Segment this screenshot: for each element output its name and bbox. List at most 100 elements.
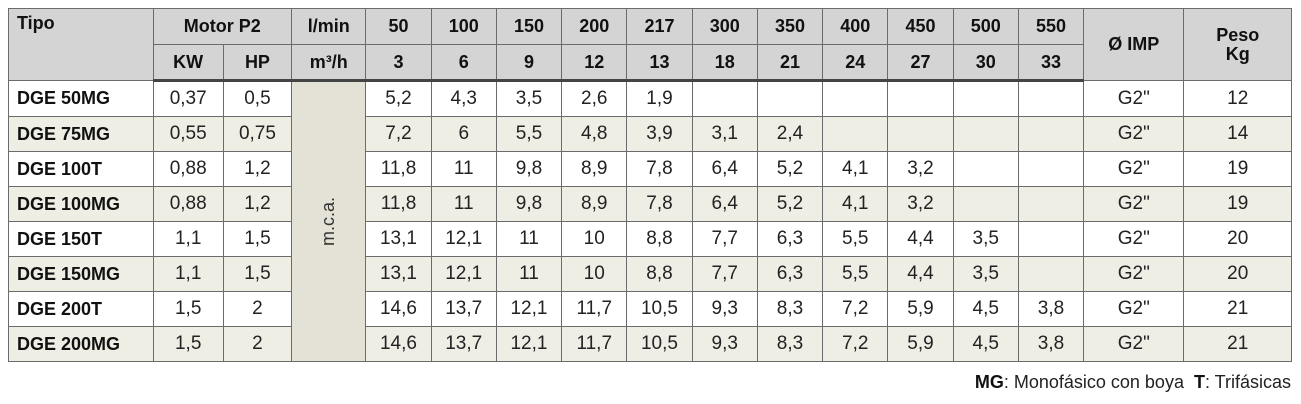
cell: 9,8 xyxy=(495,151,563,187)
cell: 7,7 xyxy=(691,221,758,257)
row: DGE 150MG 1,1 1,5 13,1 12,1 11 10 8,8 7,7 6,3 5,5 4… xyxy=(8,256,1292,292)
cell: 1,1 xyxy=(152,221,224,257)
row: DGE 150T 1,1 1,5 13,1 12,1 11 10 8,8 7,7 6,3 5,5 4,… xyxy=(8,221,1292,257)
cell: 3,8 xyxy=(1017,326,1085,362)
header-cell: 400 xyxy=(822,8,889,45)
header-cell: 24 xyxy=(822,44,889,82)
cell: 13,1 xyxy=(365,256,432,292)
cell: 20 xyxy=(1183,256,1292,292)
cell: DGE 200MG xyxy=(8,326,154,362)
header-cell: 13 xyxy=(626,44,693,82)
cell: 11,7 xyxy=(561,291,628,327)
cell: G2" xyxy=(1083,291,1185,327)
cell: 7,2 xyxy=(822,326,889,362)
empty-cell xyxy=(822,116,889,152)
header-cell: 9 xyxy=(495,44,563,82)
header-cell: 12 xyxy=(561,44,628,82)
header-cell: 300 xyxy=(691,8,758,45)
header-cell: 50 xyxy=(365,8,432,45)
header-cell: 200 xyxy=(561,8,628,45)
cell: 1,5 xyxy=(152,291,224,327)
cell: 5,5 xyxy=(822,221,889,257)
empty-cell xyxy=(952,151,1019,187)
empty-cell xyxy=(887,116,954,152)
cell: G2" xyxy=(1083,151,1185,187)
cell: 13,1 xyxy=(365,221,432,257)
cell: 8,8 xyxy=(626,256,693,292)
cell: 8,8 xyxy=(626,221,693,257)
cell: 12,1 xyxy=(495,326,563,362)
header-cell: 33 xyxy=(1017,44,1085,82)
cell: 7,2 xyxy=(822,291,889,327)
cell: 7,7 xyxy=(691,256,758,292)
cell: 5,5 xyxy=(495,116,563,152)
cell: 3,5 xyxy=(495,80,563,117)
cell: 4,5 xyxy=(952,291,1019,327)
cell: 13,7 xyxy=(430,326,497,362)
cell: DGE 150T xyxy=(8,221,154,257)
cell: 10 xyxy=(561,221,628,257)
empty-cell xyxy=(1017,80,1085,117)
cell: 8,9 xyxy=(561,151,628,187)
cell: 11 xyxy=(495,221,563,257)
cell: 0,75 xyxy=(222,116,293,152)
cell: 8,3 xyxy=(756,326,824,362)
empty-cell xyxy=(691,80,758,117)
header-cell: 27 xyxy=(887,44,954,82)
cell: 7,2 xyxy=(365,116,432,152)
header-cell: Ø IMP xyxy=(1083,8,1185,81)
header-cell: Motor P2 xyxy=(152,8,293,45)
cell: 14 xyxy=(1183,116,1292,152)
cell: 8,3 xyxy=(756,291,824,327)
header-cell: m³/h xyxy=(291,44,367,82)
cell: 4,1 xyxy=(822,151,889,187)
cell: 10 xyxy=(561,256,628,292)
legend-text: : Trifásicas xyxy=(1204,372,1291,392)
cell: 9,3 xyxy=(691,291,758,327)
cell: 4,8 xyxy=(561,116,628,152)
header-cell: l/min xyxy=(291,8,367,45)
legend-text: : Monofásico con boya xyxy=(1003,372,1184,392)
unit-label: m.c.a. xyxy=(318,196,339,246)
row: DGE 200MG 1,5 2 14,6 13,7 12,1 11,7 10,5 9,3 8,3 7… xyxy=(8,326,1292,362)
legend-key: MG xyxy=(974,372,1004,392)
cell: 20 xyxy=(1183,221,1292,257)
cell: 12,1 xyxy=(495,291,563,327)
cell: DGE 200T xyxy=(8,291,154,327)
cell: 11 xyxy=(430,151,497,187)
cell: 13,7 xyxy=(430,291,497,327)
cell: 5,2 xyxy=(756,186,824,222)
cell: 7,8 xyxy=(626,186,693,222)
cell: 11,7 xyxy=(561,326,628,362)
cell: 19 xyxy=(1183,186,1292,222)
cell: 5,9 xyxy=(887,326,954,362)
legend-key: T xyxy=(1193,372,1205,392)
cell: DGE 150MG xyxy=(8,256,154,292)
cell: DGE 100T xyxy=(8,151,154,187)
cell: 0,5 xyxy=(222,80,293,117)
cell: 11,8 xyxy=(365,186,432,222)
cell: 9,8 xyxy=(495,186,563,222)
empty-cell xyxy=(1017,151,1085,187)
cell: 1,1 xyxy=(152,256,224,292)
empty-cell xyxy=(822,80,889,117)
empty-cell xyxy=(1017,186,1085,222)
cell: 3,9 xyxy=(626,116,693,152)
cell: DGE 75MG xyxy=(8,116,154,152)
cell: 21 xyxy=(1183,291,1292,327)
header-cell: 150 xyxy=(495,8,563,45)
cell: 4,5 xyxy=(952,326,1019,362)
header-cell: HP xyxy=(222,44,293,82)
table-wrap: Tipo Motor P2 l/min 50 100 150 200 217 300 350 400… xyxy=(8,8,1292,362)
header-cell: 500 xyxy=(952,8,1019,45)
cell: 5,9 xyxy=(887,291,954,327)
cell: 12 xyxy=(1183,80,1292,117)
header-cell: 21 xyxy=(756,44,824,82)
cell: 6,4 xyxy=(691,151,758,187)
cell: 10,5 xyxy=(626,291,693,327)
cell: 1,2 xyxy=(222,151,293,187)
cell: 3,1 xyxy=(691,116,758,152)
cell: G2" xyxy=(1083,186,1185,222)
cell: DGE 100MG xyxy=(8,186,154,222)
